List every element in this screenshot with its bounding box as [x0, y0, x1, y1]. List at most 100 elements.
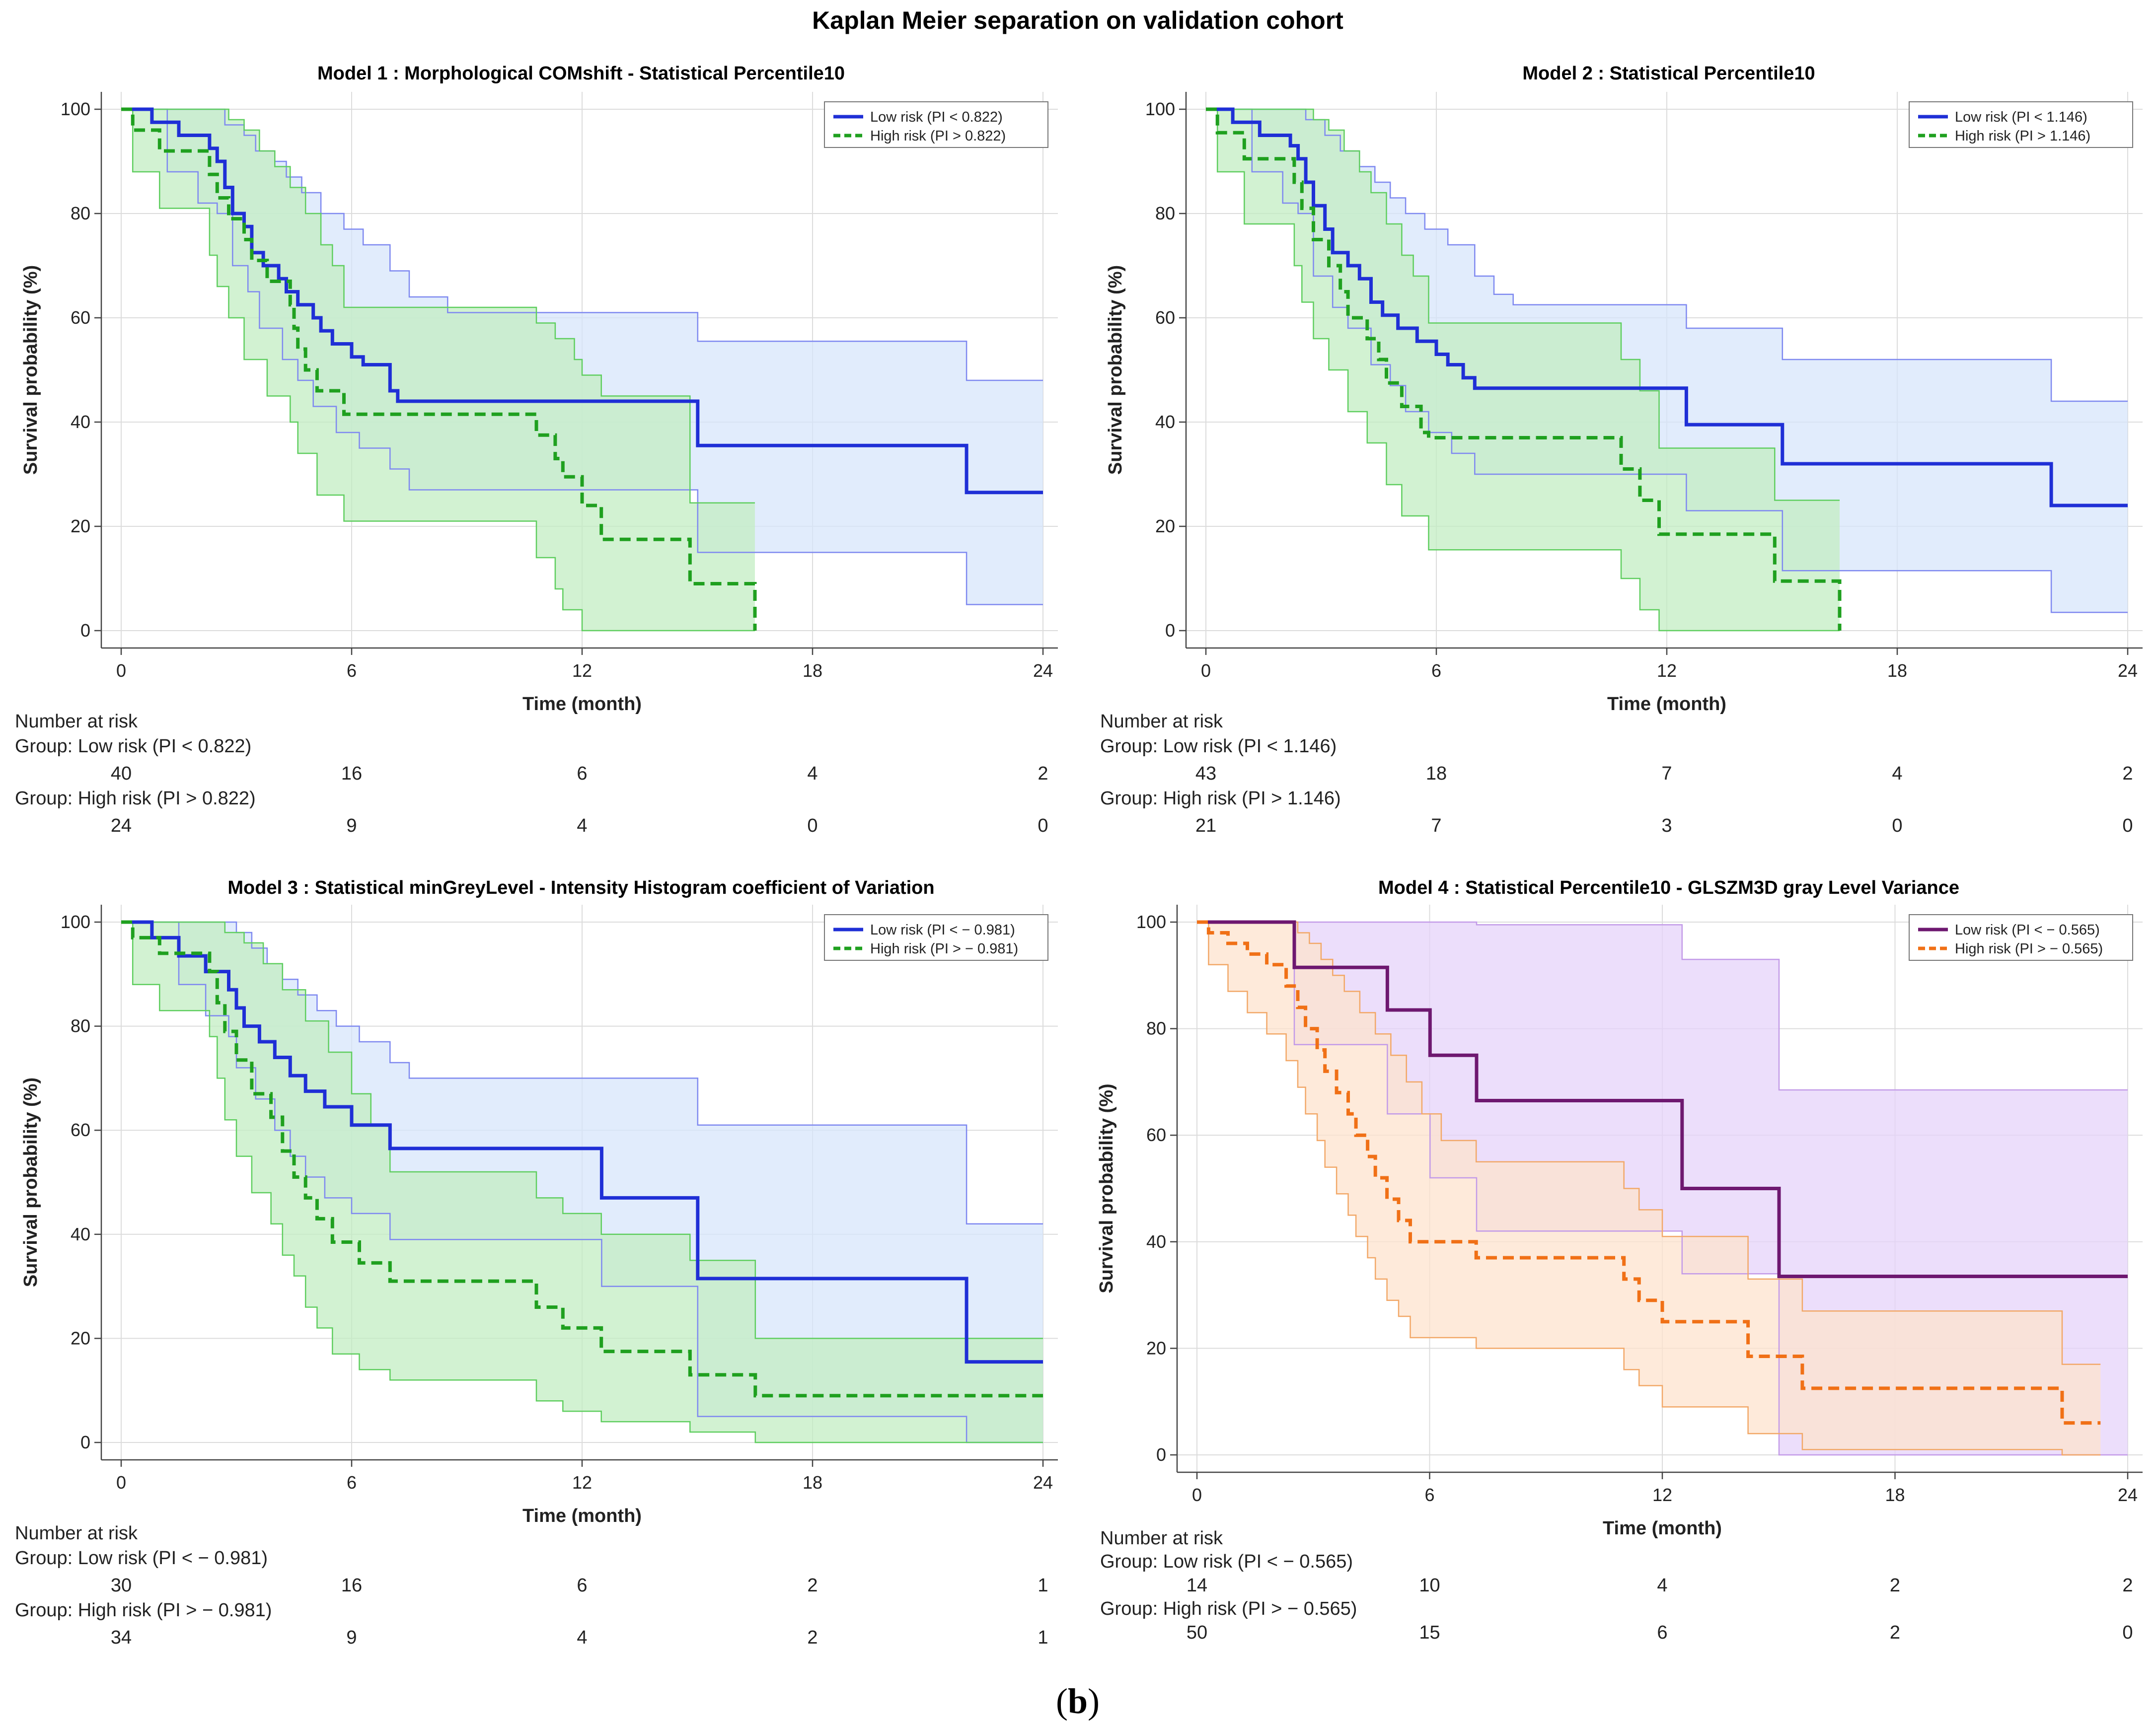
high-risk-risk-count: 0	[1038, 815, 1048, 836]
legend-box	[1909, 914, 2133, 961]
low-risk-ci-upper-line	[1197, 921, 2128, 1091]
low-risk-legend-label: Low risk (PI < 1.146)	[1955, 109, 2087, 125]
x-tick-label: 6	[1431, 660, 1441, 681]
low-risk-survival-curve	[121, 107, 1043, 495]
x-tick-label: 18	[803, 660, 822, 681]
x-axis-label: Time (month)	[1607, 694, 1726, 715]
panel-title: Model 3 : Statistical minGreyLevel - Int…	[227, 877, 934, 898]
high-risk-survival-curve	[1206, 107, 1842, 631]
high-risk-ci-lower-line	[121, 108, 755, 632]
km-panel-model-4: Model 4 : Statistical Percentile10 - GLS…	[1096, 877, 2143, 1643]
high-risk-ci-lower-line	[121, 921, 1043, 1443]
high-risk-risk-count: 24	[111, 815, 132, 836]
low-risk-risk-group-label: Group: Low risk (PI < 0.822)	[15, 736, 251, 757]
x-tick-label: 6	[347, 1472, 357, 1493]
y-axis-label: Survival probability (%)	[20, 265, 41, 475]
y-tick-label: 100	[1145, 99, 1175, 119]
low-risk-ci-upper-line	[1206, 108, 2128, 402]
low-risk-risk-count: 4	[807, 763, 818, 784]
low-risk-ci-lower-line	[1197, 921, 2128, 1456]
high-risk-risk-group-label: Group: High risk (PI > 0.822)	[15, 788, 256, 809]
high-risk-ci-band	[1206, 109, 1840, 631]
x-tick-label: 18	[1887, 660, 1907, 681]
x-tick-label: 24	[2118, 660, 2138, 681]
x-tick-label: 18	[803, 1472, 822, 1493]
caption-close-paren: )	[1088, 1681, 1100, 1721]
km-panel-model-3: Model 3 : Statistical minGreyLevel - Int…	[15, 877, 1058, 1648]
low-risk-risk-count: 18	[1426, 763, 1447, 784]
y-tick-label: 40	[1146, 1231, 1166, 1252]
y-tick-label: 20	[1155, 516, 1175, 536]
low-risk-legend-label: Low risk (PI < − 0.565)	[1955, 922, 2100, 938]
figure-title: Kaplan Meier separation on validation co…	[812, 6, 1343, 34]
x-tick-label: 24	[2118, 1485, 2138, 1505]
legend-box	[1909, 101, 2133, 148]
low-risk-risk-count: 43	[1195, 763, 1216, 784]
low-risk-legend-label: Low risk (PI < 0.822)	[870, 109, 1003, 125]
high-risk-risk-group-label: Group: High risk (PI > − 0.565)	[1100, 1598, 1357, 1619]
x-tick-label: 0	[116, 1472, 126, 1493]
x-tick-label: 12	[1657, 660, 1677, 681]
high-risk-ci-upper-line	[1206, 108, 1840, 501]
y-axis-label: Survival probability (%)	[20, 1078, 41, 1287]
y-tick-label: 20	[1146, 1338, 1166, 1358]
high-risk-survival-curve	[121, 107, 757, 631]
y-tick-label: 80	[1146, 1018, 1166, 1039]
y-tick-label: 80	[71, 203, 90, 223]
y-tick-label: 60	[1146, 1125, 1166, 1145]
y-axis-label: Survival probability (%)	[1105, 265, 1126, 475]
low-risk-survival-curve	[1206, 107, 2128, 507]
legend-box	[824, 914, 1048, 961]
high-risk-risk-count: 0	[2122, 1622, 2133, 1643]
risk-table-heading: Number at risk	[15, 1523, 138, 1544]
low-risk-risk-count: 16	[341, 1575, 362, 1596]
x-axis-label: Time (month)	[522, 694, 642, 715]
x-axis-label: Time (month)	[522, 1506, 642, 1526]
high-risk-risk-group-label: Group: High risk (PI > − 0.981)	[15, 1600, 272, 1621]
y-tick-label: 0	[80, 1432, 90, 1452]
low-risk-risk-count: 40	[111, 763, 132, 784]
low-risk-legend-label: Low risk (PI < − 0.981)	[870, 922, 1015, 938]
x-tick-label: 24	[1033, 1472, 1053, 1493]
km-panel-model-2: Model 2 : Statistical Percentile10020406…	[1100, 63, 2143, 836]
low-risk-ci-lower-line	[121, 108, 1043, 605]
high-risk-risk-count: 4	[577, 1627, 587, 1648]
high-risk-legend-label: High risk (PI > − 0.565)	[1955, 941, 2103, 957]
high-risk-ci-band	[1197, 922, 2101, 1455]
low-risk-risk-count: 2	[2122, 1575, 2133, 1596]
high-risk-risk-group-label: Group: High risk (PI > 1.146)	[1100, 788, 1341, 809]
low-risk-risk-count: 14	[1187, 1575, 1207, 1596]
high-risk-legend-label: High risk (PI > 0.822)	[870, 128, 1006, 144]
x-tick-label: 12	[572, 660, 592, 681]
low-risk-risk-count: 2	[807, 1575, 818, 1596]
y-tick-label: 100	[61, 99, 90, 119]
x-tick-label: 24	[1033, 660, 1053, 681]
risk-table-heading: Number at risk	[1100, 1528, 1223, 1549]
high-risk-ci-upper-line	[1197, 921, 2101, 1365]
high-risk-legend-label: High risk (PI > − 0.981)	[870, 941, 1018, 957]
y-tick-label: 0	[1165, 620, 1175, 641]
km-panel-model-1: Model 1 : Morphological COMshift - Stati…	[15, 63, 1058, 836]
y-tick-label: 40	[71, 412, 90, 432]
y-tick-label: 40	[1155, 412, 1175, 432]
low-risk-risk-count: 10	[1419, 1575, 1440, 1596]
y-tick-label: 60	[71, 1120, 90, 1140]
y-tick-label: 40	[71, 1224, 90, 1244]
x-tick-label: 12	[572, 1472, 592, 1493]
low-risk-risk-group-label: Group: Low risk (PI < 1.146)	[1100, 736, 1337, 757]
y-tick-label: 0	[80, 620, 90, 641]
y-tick-label: 20	[71, 516, 90, 536]
low-risk-ci-band	[1206, 109, 2128, 613]
low-risk-risk-count: 2	[2122, 763, 2133, 784]
high-risk-ci-upper-line	[121, 108, 755, 504]
y-tick-label: 100	[61, 912, 90, 932]
low-risk-risk-count: 7	[1661, 763, 1672, 784]
low-risk-ci-band	[121, 109, 1043, 605]
high-risk-ci-band	[121, 109, 755, 631]
high-risk-risk-count: 0	[2122, 815, 2133, 836]
y-tick-label: 80	[71, 1016, 90, 1036]
low-risk-risk-count: 4	[1892, 763, 1902, 784]
low-risk-risk-count: 6	[577, 763, 587, 784]
figure-caption-label: (b)	[1056, 1681, 1100, 1721]
y-tick-label: 20	[71, 1328, 90, 1348]
